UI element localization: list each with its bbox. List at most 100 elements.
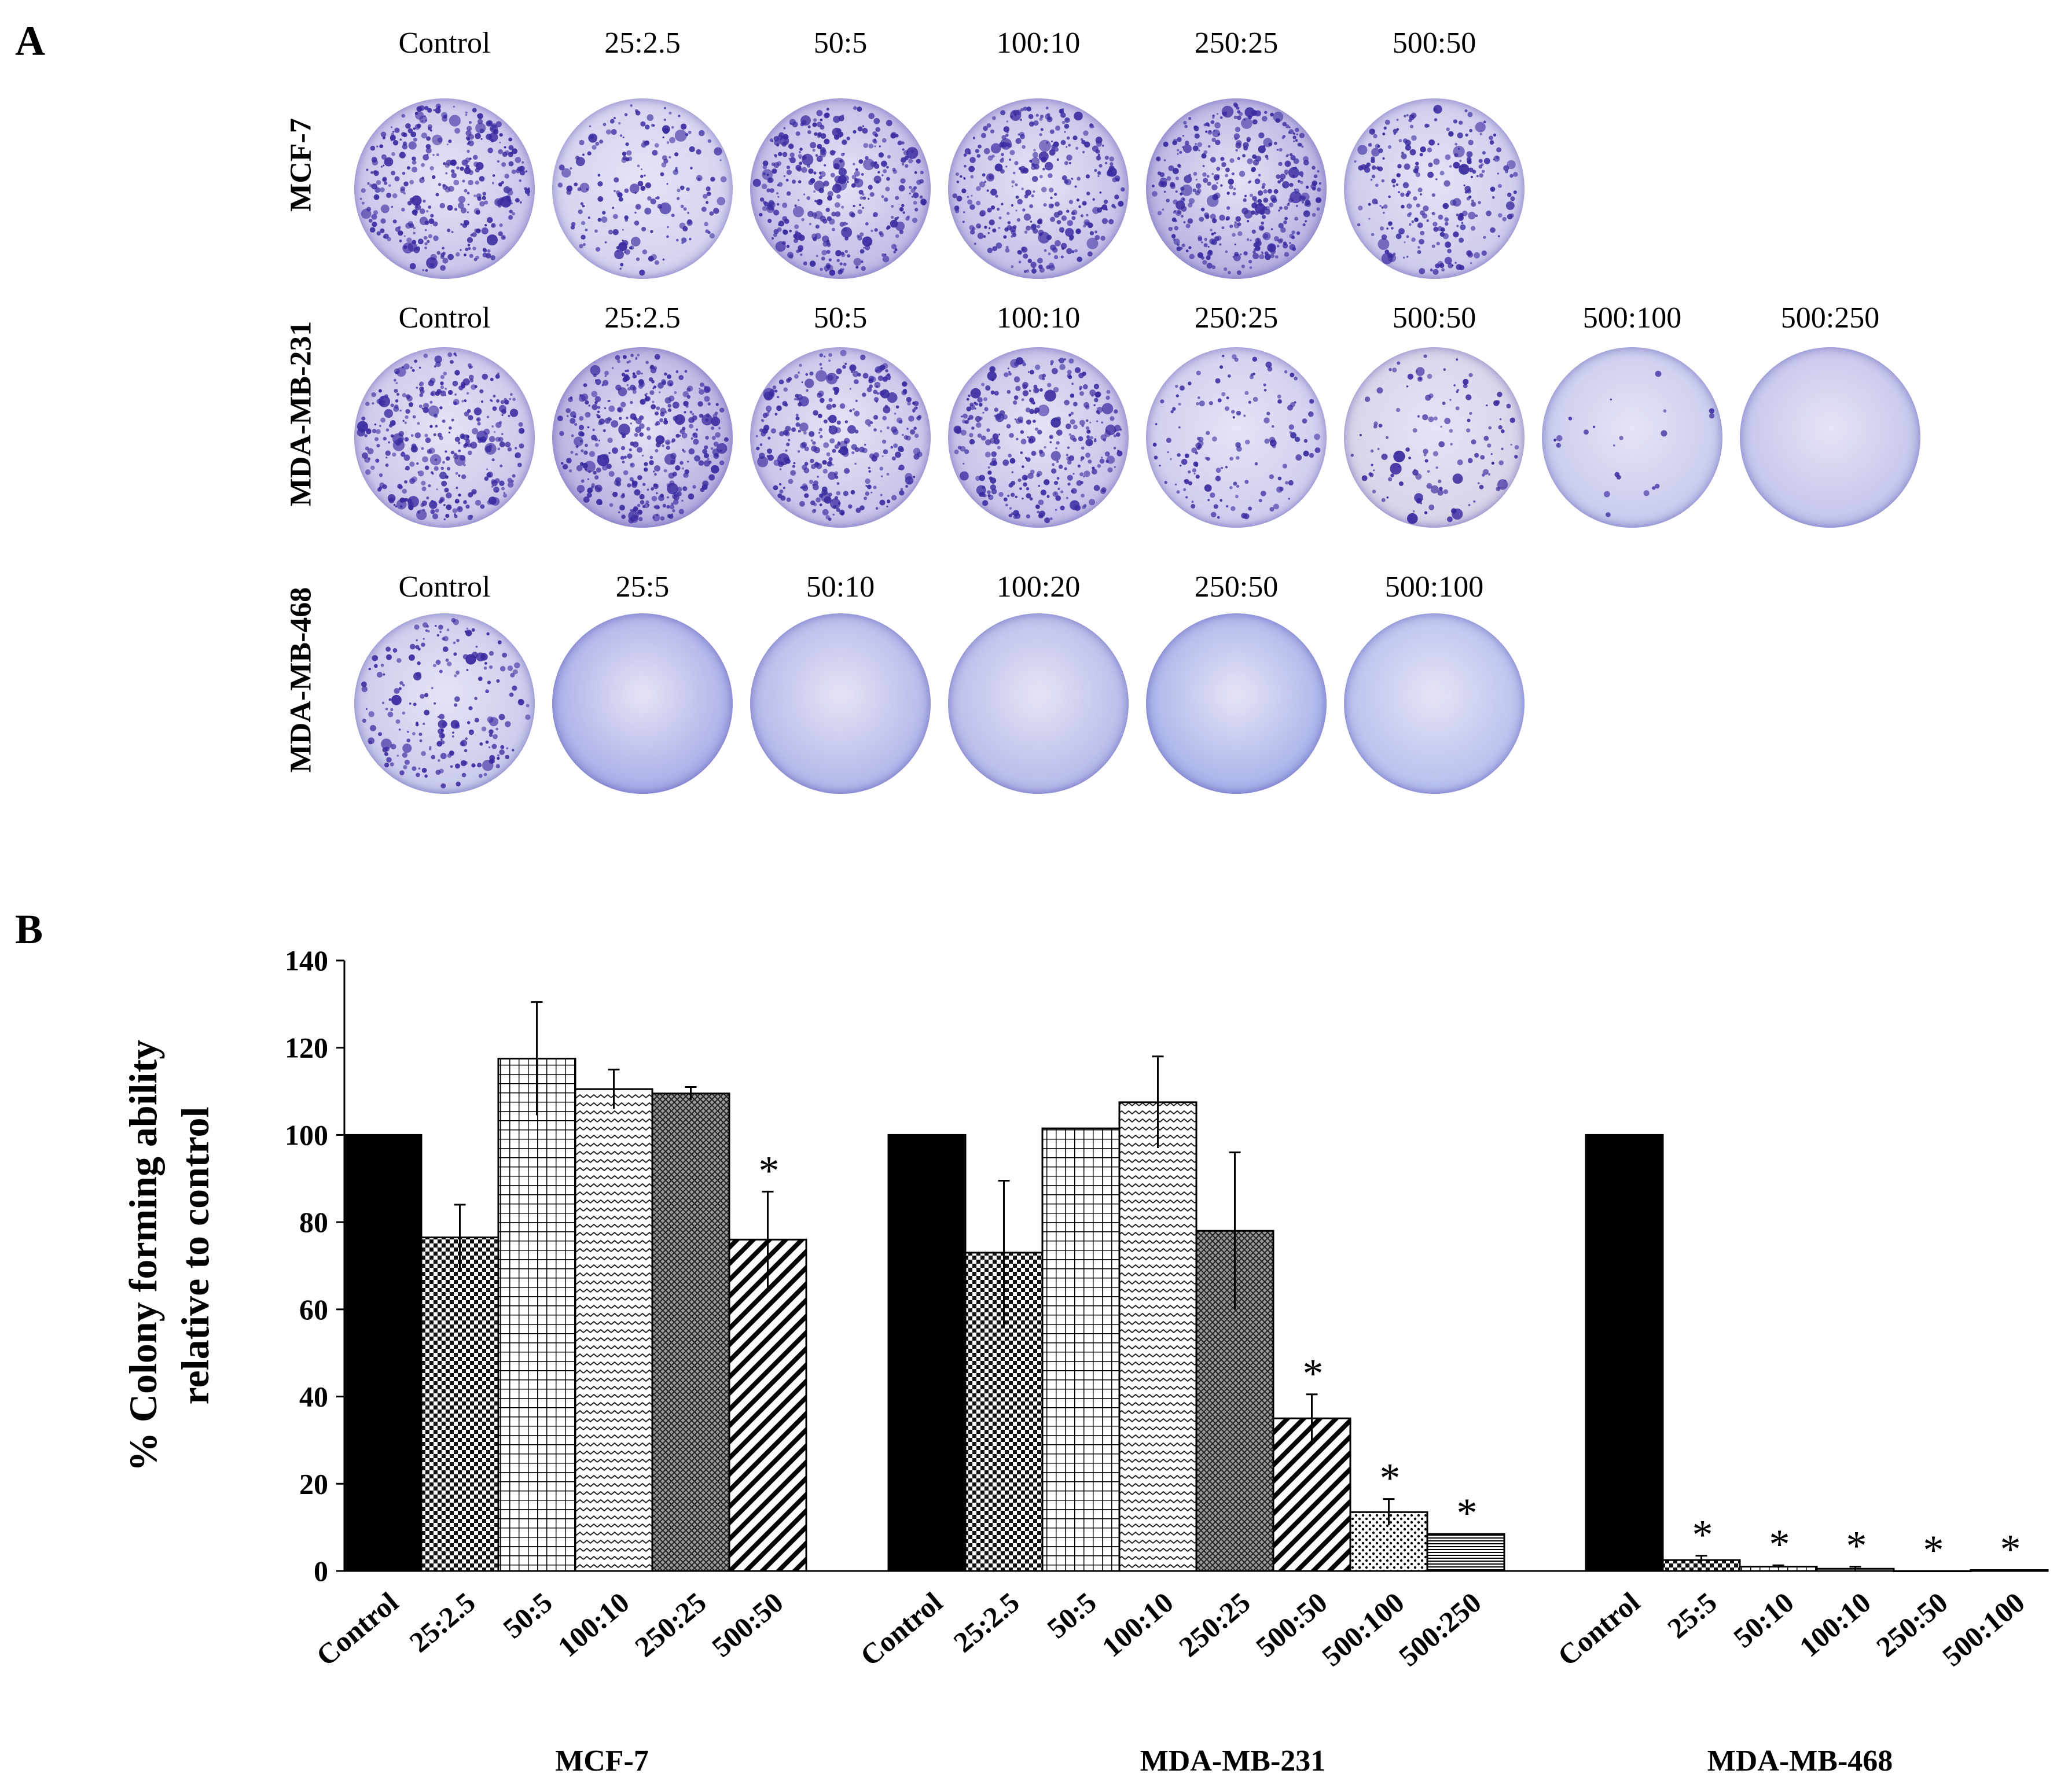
y-tick-label: 80 bbox=[299, 1206, 328, 1238]
colony-dish bbox=[1344, 347, 1525, 528]
colony-dish bbox=[750, 98, 931, 279]
bar bbox=[1118, 1101, 1198, 1572]
colony-dish bbox=[1146, 98, 1327, 279]
dose-label: 250:50 bbox=[1194, 571, 1279, 604]
category-label: 500:100 bbox=[1936, 1586, 2031, 1673]
colony-dots bbox=[552, 613, 733, 794]
dose-label: 500:250 bbox=[1780, 301, 1880, 334]
dose-label: 25:2.5 bbox=[604, 27, 681, 60]
category-label: 500:50 bbox=[1250, 1586, 1334, 1664]
row-label: MDA-MB-468 bbox=[284, 587, 318, 773]
category-label: 100:10 bbox=[1096, 1586, 1180, 1664]
dose-label: 500:100 bbox=[1582, 301, 1682, 334]
dose-label: Control bbox=[398, 571, 491, 604]
category-label: 500:100 bbox=[1316, 1586, 1410, 1673]
colony-dots bbox=[952, 106, 1125, 274]
bar bbox=[1970, 1569, 2049, 1572]
bar bbox=[343, 1134, 423, 1572]
dose-label: 500:50 bbox=[1392, 301, 1476, 334]
colony-dots bbox=[1553, 370, 1715, 517]
dose-label: 50:5 bbox=[813, 27, 868, 60]
y-tick-label: 40 bbox=[299, 1381, 328, 1413]
colony-dots bbox=[357, 352, 525, 521]
dose-label: 500:100 bbox=[1384, 571, 1484, 604]
bar bbox=[1585, 1134, 1664, 1572]
dose-label: Control bbox=[398, 301, 491, 334]
bar bbox=[651, 1092, 730, 1572]
colony-dish bbox=[1146, 347, 1327, 528]
y-tick-label: 0 bbox=[314, 1555, 328, 1587]
dose-label: 50:10 bbox=[806, 571, 875, 604]
category-label: 250:50 bbox=[1870, 1586, 1954, 1664]
dose-label: 100:20 bbox=[996, 571, 1081, 604]
significance-marker: * bbox=[2000, 1526, 2021, 1572]
category-label: 25:2.5 bbox=[947, 1586, 1026, 1659]
y-axis-label-line1: % Colony forming ability bbox=[121, 1040, 165, 1471]
y-tick-label: 20 bbox=[299, 1467, 328, 1500]
colony-dots bbox=[1344, 613, 1525, 794]
significance-marker: * bbox=[1457, 1490, 1478, 1536]
significance-marker: * bbox=[1923, 1527, 1944, 1573]
colony-dots bbox=[1146, 613, 1327, 794]
colony-dots bbox=[1350, 354, 1519, 524]
colony-dots bbox=[1354, 105, 1518, 275]
colony-dish bbox=[1344, 98, 1525, 279]
category-label: 100:10 bbox=[1793, 1586, 1877, 1664]
bar bbox=[420, 1237, 499, 1572]
colony-dots bbox=[948, 613, 1129, 794]
panel-a: A MCF-7 Control 25:2.5 50:5 100:10 250:25 500:… bbox=[0, 0, 2057, 839]
significance-marker: * bbox=[1846, 1522, 1867, 1569]
significance-marker: * bbox=[759, 1147, 780, 1194]
colony-dots bbox=[361, 618, 531, 789]
bar bbox=[1272, 1417, 1351, 1572]
category-label: 50:5 bbox=[1041, 1586, 1102, 1645]
colony-dots bbox=[752, 106, 927, 276]
y-tick-label: 120 bbox=[285, 1032, 328, 1064]
significance-marker: * bbox=[1769, 1521, 1790, 1567]
colony-dots bbox=[557, 104, 727, 276]
row-label: MCF-7 bbox=[284, 118, 318, 212]
category-label: 250:25 bbox=[1173, 1586, 1257, 1664]
row-label: MDA-MB-231 bbox=[284, 321, 318, 507]
colony-dish bbox=[552, 347, 733, 528]
colony-dots bbox=[557, 354, 729, 524]
colony-dish bbox=[750, 347, 931, 528]
dose-label: 500:50 bbox=[1392, 27, 1476, 60]
colony-dots bbox=[1152, 102, 1322, 275]
bar bbox=[1195, 1230, 1274, 1572]
colony-dots bbox=[1740, 347, 1920, 528]
dose-label: 100:10 bbox=[996, 27, 1081, 60]
colony-dish bbox=[354, 347, 535, 528]
category-label: 500:250 bbox=[1393, 1586, 1487, 1673]
group-label: MDA-MB-231 bbox=[1140, 1745, 1326, 1778]
colony-dish bbox=[750, 613, 931, 794]
bar bbox=[574, 1088, 653, 1572]
bar bbox=[887, 1134, 967, 1572]
dose-label: 250:25 bbox=[1194, 301, 1279, 334]
group-label: MCF-7 bbox=[555, 1745, 649, 1778]
group-label: MDA-MB-468 bbox=[1707, 1745, 1893, 1778]
colony-dish bbox=[948, 347, 1129, 528]
category-label: 500:50 bbox=[706, 1586, 789, 1664]
colony-dots bbox=[953, 357, 1123, 524]
bar bbox=[1349, 1511, 1428, 1572]
bar bbox=[1739, 1565, 1818, 1572]
colony-dish bbox=[1542, 347, 1722, 528]
category-label: 100:10 bbox=[552, 1586, 636, 1664]
colony-dots bbox=[750, 613, 931, 794]
colony-dish bbox=[1344, 613, 1525, 794]
colony-dish bbox=[1146, 613, 1327, 794]
panel-b-letter: B bbox=[15, 906, 43, 952]
dose-label: Control bbox=[398, 27, 491, 60]
dose-label: 25:5 bbox=[615, 571, 670, 604]
bar bbox=[1816, 1567, 1895, 1572]
bar bbox=[964, 1252, 1044, 1572]
significance-marker: * bbox=[1380, 1455, 1401, 1502]
category-label: 250:25 bbox=[629, 1586, 712, 1664]
category-label: Control bbox=[1552, 1585, 1646, 1672]
category-label: 25:2.5 bbox=[403, 1586, 482, 1659]
category-label: 50:10 bbox=[1727, 1586, 1799, 1654]
significance-marker: * bbox=[1303, 1351, 1324, 1397]
colony-dish bbox=[948, 613, 1129, 794]
category-label: 25:5 bbox=[1661, 1586, 1722, 1645]
